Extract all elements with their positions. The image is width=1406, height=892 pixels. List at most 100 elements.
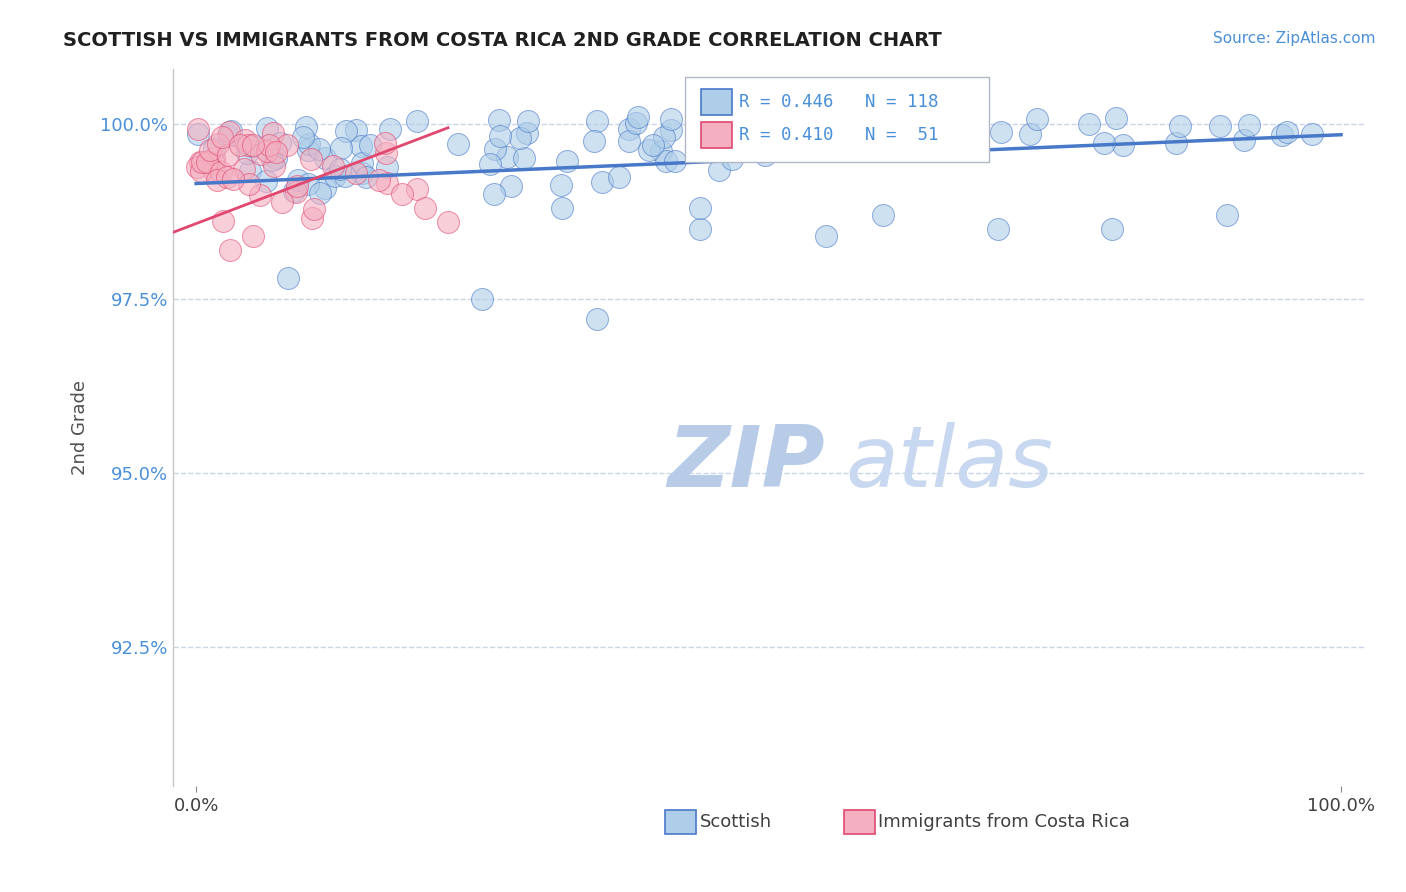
Point (344, 166, 367, 180)
FancyBboxPatch shape (665, 810, 696, 835)
Point (479, 157, 502, 171)
Point (209, 165, 232, 179)
Point (557, 154, 579, 169)
Point (217, 129, 239, 144)
Point (269, 136, 291, 151)
Point (437, 215, 460, 229)
Point (1237, 118, 1260, 132)
Point (212, 214, 235, 228)
Point (582, 134, 605, 148)
Point (202, 151, 225, 165)
Point (624, 116, 647, 130)
Point (238, 178, 260, 192)
Point (585, 312, 607, 326)
Point (298, 137, 321, 152)
Point (277, 270, 299, 285)
Point (308, 141, 330, 155)
Text: SCOTTISH VS IMMIGRANTS FROM COSTA RICA 2ND GRADE CORRELATION CHART: SCOTTISH VS IMMIGRANTS FROM COSTA RICA 2… (63, 31, 942, 50)
Point (188, 155, 211, 169)
Text: ZIP: ZIP (668, 422, 825, 505)
Point (720, 152, 742, 166)
Point (350, 156, 373, 170)
Point (1301, 127, 1323, 141)
FancyBboxPatch shape (700, 121, 731, 148)
Point (322, 159, 344, 173)
Point (775, 119, 797, 133)
Point (823, 113, 845, 128)
Point (219, 243, 242, 257)
Point (221, 172, 243, 186)
Point (264, 145, 287, 160)
Point (707, 163, 730, 178)
Point (375, 146, 398, 161)
Point (413, 201, 436, 215)
Point (406, 182, 429, 196)
Point (641, 138, 664, 153)
Point (304, 202, 326, 216)
Point (254, 174, 277, 188)
Point (780, 115, 803, 129)
Point (866, 128, 889, 142)
Point (297, 177, 319, 191)
Point (211, 130, 233, 145)
Text: atlas: atlas (846, 422, 1054, 505)
Point (1112, 137, 1135, 152)
Point (654, 153, 676, 168)
Point (233, 133, 256, 147)
Point (218, 125, 240, 139)
Point (391, 186, 413, 201)
Point (236, 146, 259, 161)
Point (314, 181, 336, 195)
Point (488, 113, 510, 128)
Point (335, 124, 357, 138)
Point (950, 134, 973, 148)
Point (1078, 117, 1101, 131)
Point (1101, 222, 1123, 236)
Point (932, 121, 955, 136)
Point (266, 151, 288, 165)
Point (1026, 112, 1049, 126)
Point (375, 177, 398, 191)
Point (240, 139, 263, 153)
Point (551, 201, 574, 215)
Point (1019, 127, 1042, 141)
Point (1092, 136, 1115, 151)
Point (652, 130, 675, 145)
Point (187, 128, 209, 142)
Point (297, 143, 319, 157)
Point (488, 129, 510, 144)
Point (516, 126, 538, 140)
Point (990, 125, 1012, 139)
Point (446, 136, 468, 151)
Point (650, 145, 672, 159)
Point (659, 112, 682, 127)
Point (785, 137, 807, 152)
Point (513, 151, 536, 165)
Point (754, 147, 776, 161)
Point (202, 164, 225, 178)
Point (359, 137, 381, 152)
Point (375, 161, 398, 175)
Point (703, 135, 725, 149)
Point (202, 156, 225, 170)
Point (202, 142, 225, 156)
Point (380, 122, 402, 136)
Point (517, 114, 540, 128)
Point (659, 123, 682, 137)
Point (344, 123, 367, 137)
Point (405, 113, 427, 128)
Point (1104, 111, 1126, 125)
Point (329, 161, 352, 176)
Point (872, 208, 894, 222)
Point (330, 141, 353, 155)
Point (1233, 133, 1256, 147)
Point (239, 163, 262, 178)
Point (1215, 208, 1237, 222)
Point (232, 161, 254, 176)
Point (270, 195, 292, 210)
Point (242, 138, 264, 153)
Point (689, 201, 711, 215)
Point (256, 144, 278, 158)
Point (260, 153, 283, 167)
Text: R = 0.446   N = 118: R = 0.446 N = 118 (738, 93, 938, 111)
